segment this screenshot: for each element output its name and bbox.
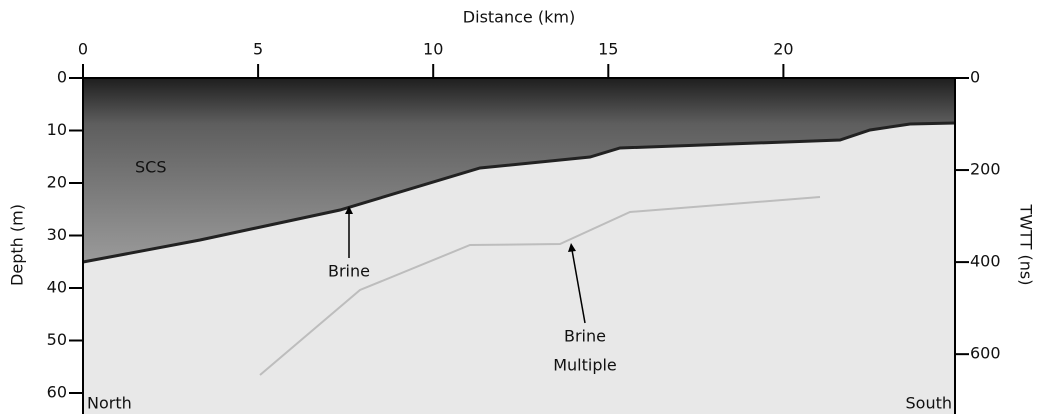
y-tick-label: 10 (47, 120, 67, 139)
y-tick-label: 60 (47, 383, 67, 402)
x-tick-label: 20 (773, 40, 793, 59)
annotation: North (87, 394, 132, 413)
y2-tick-label: 0 (970, 68, 980, 87)
y-tick-label: 50 (47, 330, 67, 349)
y2-axis-label: TWTT (ns) (1017, 204, 1036, 286)
arrow-head (568, 243, 576, 252)
x-tick-label: 10 (423, 40, 443, 59)
y-tick-label: 20 (47, 173, 67, 192)
y-tick-label: 40 (47, 278, 67, 297)
annotation: SCS (135, 158, 166, 177)
y-axis-label: Depth (m) (8, 204, 27, 286)
y2-tick-label: 200 (970, 160, 1001, 179)
x-axis-label: Distance (km) (463, 8, 575, 27)
reflector (82, 121, 956, 264)
annotation: Multiple (553, 356, 617, 375)
upper-layer (83, 78, 955, 262)
x-tick-label: 5 (253, 40, 263, 59)
annotation: South (906, 394, 953, 413)
y2-tick-label: 600 (970, 344, 1001, 363)
arrow (571, 249, 586, 324)
x-tick-label: 15 (598, 40, 618, 59)
y-tick-label: 0 (57, 68, 67, 87)
annotation: Brine (328, 262, 370, 281)
radargram-image (82, 78, 956, 414)
x-tick-label: 0 (78, 40, 88, 59)
arrow-head (345, 206, 353, 214)
annotation: Brine (564, 327, 606, 346)
y-tick-label: 30 (47, 225, 67, 244)
brine-multiple-reflector (259, 196, 821, 376)
y2-tick-label: 400 (970, 252, 1001, 271)
